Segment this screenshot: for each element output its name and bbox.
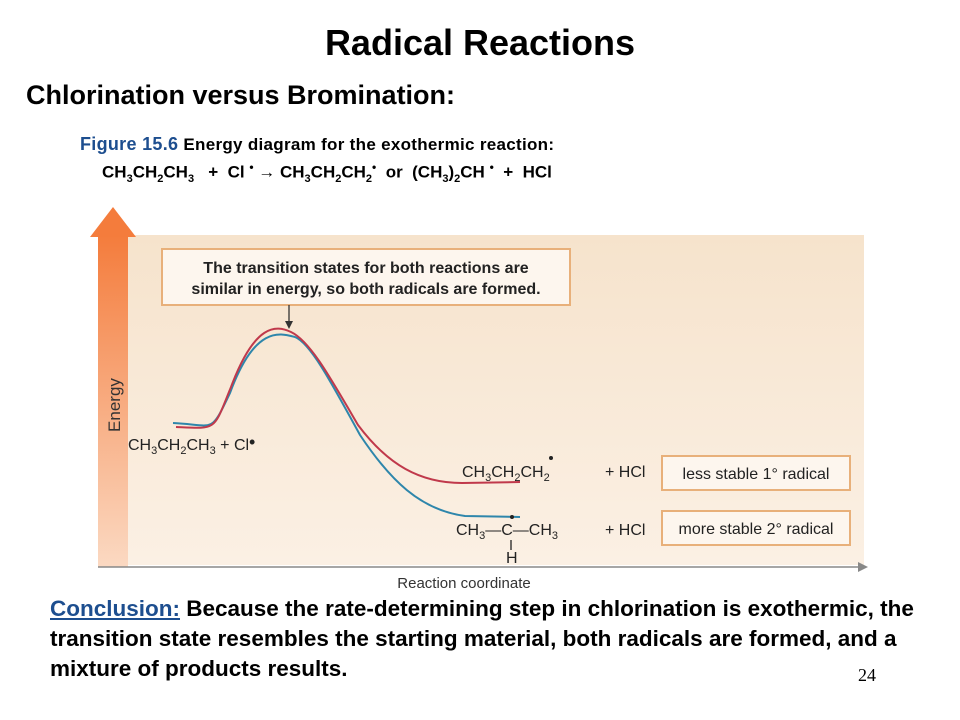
primary-radical-curve xyxy=(175,327,521,485)
callout-pointer xyxy=(285,305,293,329)
page-number: 24 xyxy=(858,665,876,685)
conclusion-label: Conclusion: xyxy=(50,596,180,621)
callout-line-1: The transition states for both reactions… xyxy=(203,260,529,277)
svg-text:+ HCl: + HCl xyxy=(605,522,645,539)
energy-diagram: Energy Reaction coordinate The transitio… xyxy=(90,207,868,590)
svg-text:less stable 1° radical: less stable 1° radical xyxy=(683,466,830,483)
reaction-equation: CH3CH2CH3 + Cl • → CH3CH2CH2• or (CH3)2C… xyxy=(102,160,552,186)
svg-text:H: H xyxy=(506,550,518,567)
product-primary-label: CH3CH2CH2 + HCl xyxy=(462,456,645,484)
svg-text:+ HCl: + HCl xyxy=(605,464,645,481)
x-axis-label: Reaction coordinate xyxy=(397,575,530,590)
slide-title: Radical Reactions xyxy=(324,22,636,63)
figure-caption-text: Energy diagram for the exothermic reacti… xyxy=(183,135,555,154)
y-axis-label: Energy xyxy=(105,378,124,432)
slide-subtitle: Chlorination versus Bromination: xyxy=(26,80,456,110)
x-axis-arrow xyxy=(98,562,868,572)
energy-axis-arrow xyxy=(90,207,136,567)
figure-caption: Figure 15.6 Energy diagram for the exoth… xyxy=(80,134,554,155)
figure-label: Figure 15.6 xyxy=(80,134,179,154)
svg-text:CH3CH2CH3 + Cl•: CH3CH2CH3 + Cl• xyxy=(128,432,255,457)
more-stable-box: more stable 2° radical xyxy=(661,510,851,546)
conclusion-text: Because the rate-determining step in chl… xyxy=(50,596,914,681)
svg-text:CH3CH2CH2: CH3CH2CH2 xyxy=(462,464,550,484)
less-stable-box: less stable 1° radical xyxy=(661,455,851,491)
callout-box: The transition states for both reactions… xyxy=(161,248,571,306)
svg-text:more stable 2° radical: more stable 2° radical xyxy=(679,521,834,538)
callout-line-2: similar in energy, so both radicals are … xyxy=(191,281,540,298)
reactant-label: CH3CH2CH3 + Cl• xyxy=(128,432,255,457)
conclusion-paragraph: Conclusion: Because the rate-determining… xyxy=(50,594,930,684)
